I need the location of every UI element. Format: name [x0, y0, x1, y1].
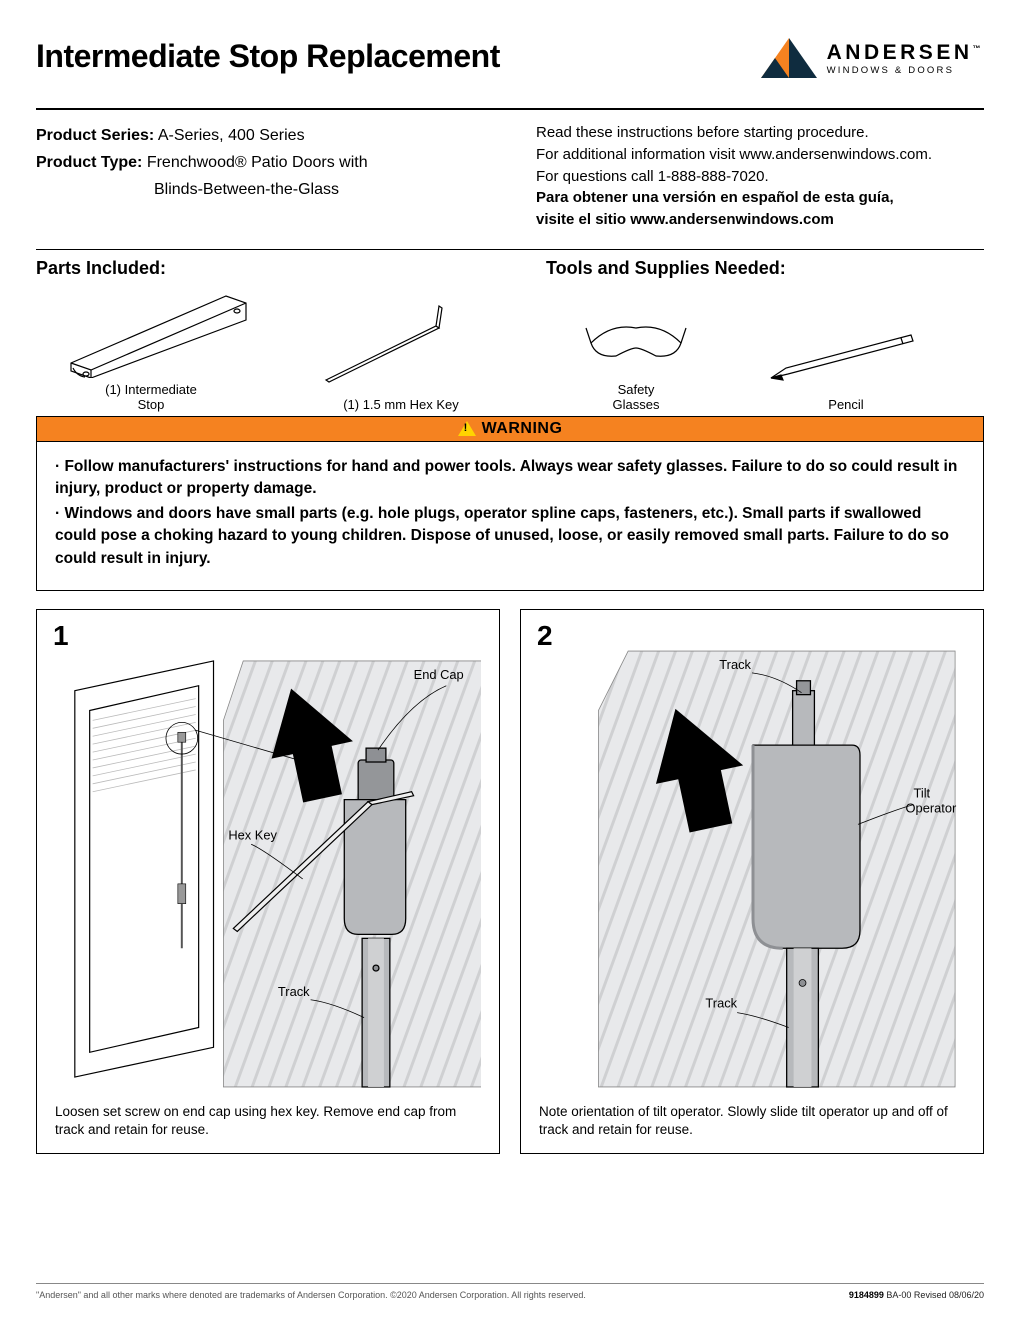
step-2-diagram: Track Tilt Operator Track [539, 650, 965, 1088]
instruction-notes: Read these instructions before starting … [536, 122, 984, 231]
parts-heading: Parts Included: [36, 258, 546, 279]
pencil-icon [761, 323, 931, 393]
warning-text: · Follow manufacturers' instructions for… [36, 442, 984, 591]
step-2: 2 [520, 609, 984, 1154]
label-tilt-operator: Tilt [913, 786, 930, 801]
label-track-1: Track [278, 984, 310, 999]
brand-logo: ANDERSEN™ WINDOWS & DOORS [761, 38, 984, 78]
intermediate-stop-icon [51, 278, 251, 378]
step-1-caption: Loosen set screw on end cap using hex ke… [55, 1103, 481, 1139]
part-hex-key: (1) 1.5 mm Hex Key [286, 298, 516, 412]
divider [36, 249, 984, 250]
label-end-cap: End Cap [414, 667, 464, 682]
brand-name: ANDERSEN™ [827, 41, 984, 65]
step-1: 1 [36, 609, 500, 1154]
logo-mark-icon [761, 38, 817, 78]
footer: "Andersen" and all other marks where den… [36, 1283, 984, 1300]
page-title: Intermediate Stop Replacement [36, 38, 500, 75]
step-1-diagram: End Cap Hex Key Track [55, 650, 481, 1088]
tool-safety-glasses: Safety Glasses [546, 298, 726, 412]
part-intermediate-stop: (1) Intermediate Stop [36, 278, 266, 412]
label-track-bottom: Track [705, 996, 737, 1011]
divider [36, 108, 984, 110]
warning-bar: WARNING [36, 416, 984, 442]
tools-heading: Tools and Supplies Needed: [546, 258, 984, 279]
safety-glasses-icon [581, 298, 691, 378]
label-hex-key: Hex Key [228, 827, 277, 842]
step-2-caption: Note orientation of tilt operator. Slowl… [539, 1103, 965, 1139]
brand-tagline: WINDOWS & DOORS [827, 65, 984, 76]
label-track-top: Track [719, 657, 751, 672]
warning-icon [458, 421, 476, 436]
hex-key-icon [311, 298, 491, 393]
tool-pencil: Pencil [746, 323, 946, 412]
svg-text:Operator: Operator [906, 801, 957, 816]
product-info: Product Series: A-Series, 400 Series Pro… [36, 122, 496, 231]
